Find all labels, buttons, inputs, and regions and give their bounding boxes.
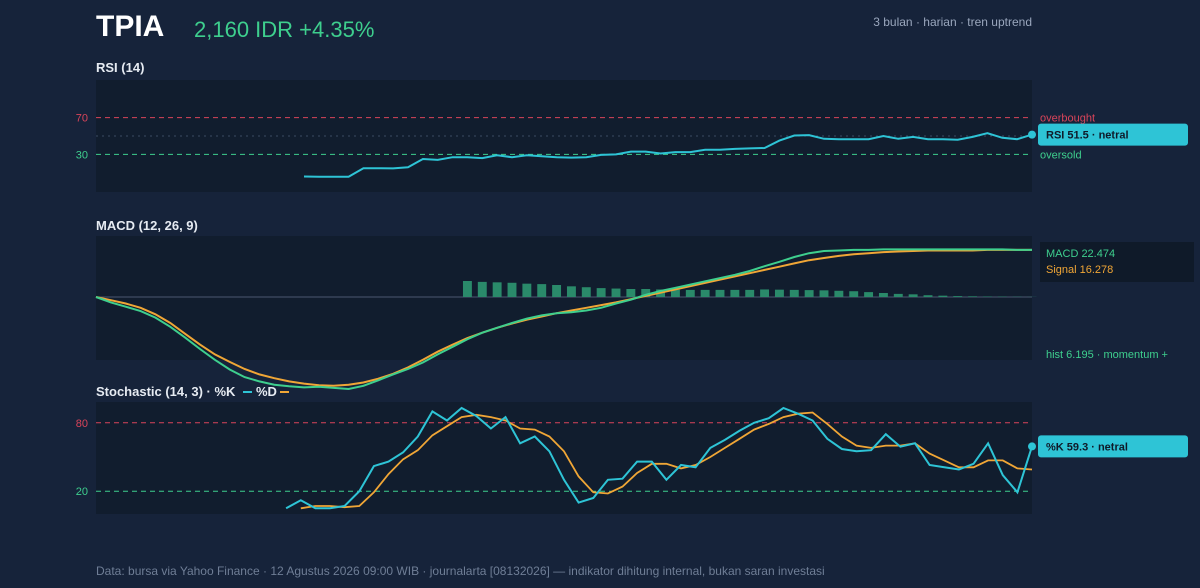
rsi-last-dot xyxy=(1028,130,1036,139)
rsi-value-label: RSI 51.5 · netral xyxy=(1046,130,1129,142)
stoch-tick-label: 80 xyxy=(76,418,88,430)
stoch-value-badge xyxy=(1038,435,1188,458)
macd-hist-bar xyxy=(670,289,680,297)
macd-hist-bar xyxy=(685,289,695,297)
macd-hist-bar xyxy=(581,287,591,297)
macd-hist-bar xyxy=(908,294,918,297)
d-legend-label: %D xyxy=(256,384,277,399)
macd-hist-bar xyxy=(462,281,472,297)
rsi-chart: 70 overbought 30 oversold RSI 51.5 · netral xyxy=(76,113,1188,178)
macd-hist-bar xyxy=(596,288,606,297)
macd-hist-bar xyxy=(507,282,517,297)
rsi-level-label: oversold xyxy=(1040,149,1082,161)
price-change: 2,160 IDR +4.35% xyxy=(194,17,375,42)
macd-legend-box xyxy=(1040,242,1194,282)
macd-hist-bar xyxy=(537,284,547,297)
signal-value-label: Signal 16.278 xyxy=(1046,264,1113,276)
macd-hist-bar xyxy=(700,289,710,297)
hist-value-label: hist 6.195 · momentum + xyxy=(1046,349,1168,361)
macd-hist-bar xyxy=(477,281,487,297)
macd-hist-bar xyxy=(774,289,784,297)
macd-value-label: MACD 22.474 xyxy=(1046,248,1115,260)
rsi-title: RSI (14) xyxy=(96,60,144,75)
macd-hist-bar xyxy=(492,282,502,297)
rsi-level-label: overbought xyxy=(1040,113,1095,125)
macd-hist-bar xyxy=(804,290,814,297)
macd-hist-bar xyxy=(819,290,829,297)
macd-hist-bar xyxy=(864,292,874,297)
rsi-tick-label: 30 xyxy=(76,149,88,161)
timeframe-label: 3 bulan · harian · tren uptrend xyxy=(873,15,1032,29)
rsi-tick-label: 70 xyxy=(76,113,88,125)
rsi-value-badge xyxy=(1038,123,1188,146)
macd-hist-bar xyxy=(878,293,888,297)
macd-hist-bar xyxy=(745,289,755,297)
macd-hist-bar xyxy=(641,289,651,297)
macd-hist-bar xyxy=(938,295,948,297)
macd-hist-bar xyxy=(611,288,621,297)
macd-hist-bar xyxy=(760,289,770,297)
macd-hist-bar xyxy=(626,289,636,297)
stoch-value-label: %K 59.3 · netral xyxy=(1046,441,1128,453)
stoch-title: Stochastic (14, 3) · %K xyxy=(96,384,236,399)
macd-hist-bar xyxy=(552,285,562,297)
macd-hist-bar xyxy=(730,289,740,297)
macd-line xyxy=(95,248,1032,391)
macd-hist-bar xyxy=(789,289,799,297)
macd-panel xyxy=(96,236,1032,360)
stoch-k-line xyxy=(285,406,1033,510)
macd-hist-bar xyxy=(968,296,978,297)
stoch-panel xyxy=(96,402,1032,514)
macd-hist-bar xyxy=(953,296,963,297)
macd-hist-bar xyxy=(849,291,859,297)
macd-title: MACD (12, 26, 9) xyxy=(96,218,198,233)
macd-hist-bar xyxy=(715,289,725,297)
rsi-line xyxy=(303,132,1033,178)
ticker-symbol: TPIA xyxy=(96,10,165,43)
macd-hist-bar xyxy=(566,286,576,297)
macd-chart xyxy=(95,248,1037,391)
macd-hist-bar xyxy=(893,293,903,297)
stoch-last-dot xyxy=(1028,442,1036,451)
stoch-tick-label: 20 xyxy=(76,486,88,498)
footer-note: Data: bursa via Yahoo Finance · 12 Agust… xyxy=(96,564,825,578)
stoch-chart: 80 20 %K 59.3 · netral xyxy=(76,406,1188,510)
macd-hist-bar xyxy=(834,290,844,297)
macd-hist-bar xyxy=(923,295,933,297)
macd-hist-bar xyxy=(522,283,532,297)
